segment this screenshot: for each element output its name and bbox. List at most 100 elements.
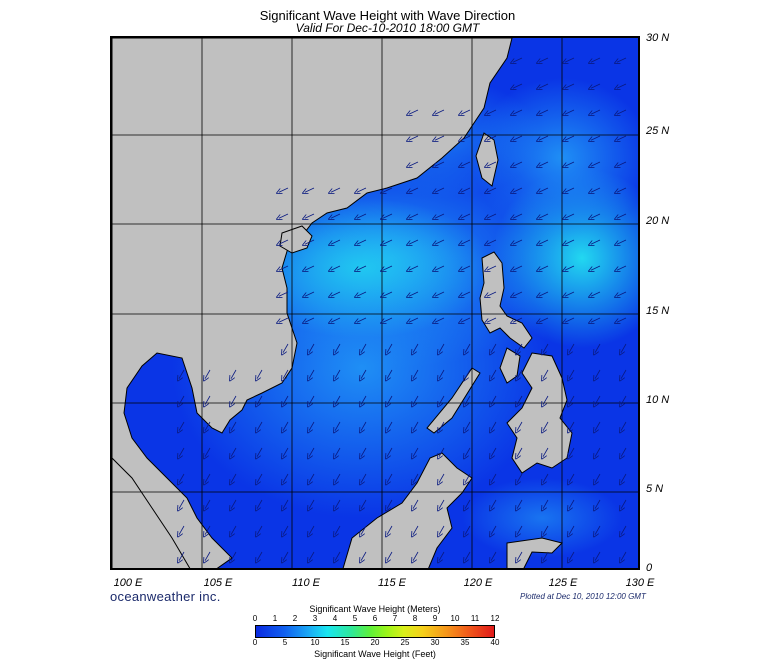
wave-arrow: [205, 395, 211, 405]
wave-arrow: [461, 135, 471, 140]
wave-arrow: [439, 447, 445, 457]
wave-arrow: [435, 265, 445, 270]
legend-feet-ticks: 0 5 10 15 20 25 30 35 40: [253, 638, 500, 649]
wave-arrow: [439, 421, 445, 431]
wave-arrow: [387, 525, 393, 535]
lat-label-15n: 15 N: [646, 305, 670, 317]
wave-arrow: [595, 343, 601, 353]
wave-arrow: [517, 525, 523, 535]
wave-arrow: [461, 291, 471, 296]
wave-arrow: [513, 291, 523, 296]
wave-arrow: [539, 187, 549, 192]
wave-arrow: [387, 447, 393, 457]
wave-arrow: [539, 57, 549, 62]
wave-arrow: [231, 421, 237, 431]
wave-arrow: [595, 525, 601, 535]
wave-arrow: [257, 473, 263, 483]
wave-arrow: [513, 239, 523, 244]
wave-arrow: [439, 551, 445, 561]
wave-arrow: [309, 395, 315, 405]
wave-arrow: [487, 265, 497, 270]
wave-arrow: [565, 239, 575, 244]
wave-arrow: [543, 499, 549, 509]
wave-arrow: [465, 395, 471, 405]
wave-arrow: [309, 473, 315, 483]
wave-arrow: [461, 187, 471, 192]
wave-arrow: [257, 499, 263, 509]
wave-arrow: [309, 499, 315, 509]
wave-arrow: [621, 525, 627, 535]
wave-arrow: [621, 343, 627, 353]
wave-arrow: [361, 551, 367, 561]
wave-arrow: [309, 447, 315, 457]
wave-arrow: [257, 395, 263, 405]
wave-arrow: [517, 369, 523, 379]
legend-meters-tick-8: 8: [412, 614, 418, 623]
wave-arrow: [569, 447, 575, 457]
legend-meters-tick-3: 3: [312, 614, 318, 623]
wave-arrow: [543, 551, 549, 561]
palawan-island: [426, 367, 481, 434]
wave-arrow: [205, 421, 211, 431]
wave-arrow: [283, 499, 289, 509]
wave-arrow: [257, 369, 263, 379]
wave-arrow: [413, 499, 419, 509]
wave-arrow: [179, 473, 185, 483]
wave-arrow: [305, 187, 315, 192]
wave-arrow: [591, 213, 601, 218]
wave-arrow: [595, 551, 601, 561]
land-masses: [112, 38, 573, 568]
wave-arrow: [205, 447, 211, 457]
wave-arrow: [257, 525, 263, 535]
wave-arrow: [361, 447, 367, 457]
wave-arrow: [565, 213, 575, 218]
wave-arrow: [387, 395, 393, 405]
wave-arrow: [357, 187, 367, 192]
wave-arrow: [539, 239, 549, 244]
wave-arrow: [409, 317, 419, 322]
wave-arrow: [491, 499, 497, 509]
wave-arrow: [387, 421, 393, 431]
brand-logo-text: oceanweather inc.: [110, 589, 221, 604]
wave-arrow: [591, 57, 601, 62]
wave-arrow: [331, 187, 341, 192]
lat-label-25n: 25 N: [646, 125, 670, 137]
wave-arrow: [409, 291, 419, 296]
wave-arrow: [179, 395, 185, 405]
wave-height-map[interactable]: [110, 36, 640, 570]
wave-arrow: [283, 395, 289, 405]
legend-meters-title: Significant Wave Height (Meters): [309, 604, 441, 614]
wave-arrow: [621, 369, 627, 379]
wave-arrow: [543, 343, 549, 353]
wave-arrow: [491, 551, 497, 561]
wave-arrow: [487, 213, 497, 218]
wave-arrow: [569, 369, 575, 379]
wave-arrow: [387, 343, 393, 353]
wave-arrow: [517, 395, 523, 405]
lon-label-110e: 110 E: [292, 577, 320, 589]
wave-arrow: [569, 395, 575, 405]
wave-arrow: [595, 395, 601, 405]
wave-arrow: [335, 525, 341, 535]
wave-arrow: [565, 57, 575, 62]
wave-arrow: [539, 265, 549, 270]
wave-arrow: [335, 395, 341, 405]
wave-arrow: [487, 239, 497, 244]
wave-arrow: [383, 317, 393, 322]
wave-arrow: [595, 447, 601, 457]
wave-arrow: [179, 551, 185, 561]
wave-arrow: [331, 213, 341, 218]
wave-arrow: [565, 187, 575, 192]
wave-arrow: [231, 395, 237, 405]
wave-arrow: [617, 135, 627, 140]
wave-arrow: [357, 213, 367, 218]
wave-arrow: [465, 421, 471, 431]
wave-arrow: [591, 83, 601, 88]
wave-arrow: [409, 135, 419, 140]
wave-arrow: [621, 551, 627, 561]
wave-arrow: [461, 239, 471, 244]
legend-feet-tick-30: 30: [430, 638, 440, 647]
wave-arrow: [283, 421, 289, 431]
lon-label-130e: 130 E: [625, 577, 655, 589]
legend-colorbar: [255, 625, 495, 638]
